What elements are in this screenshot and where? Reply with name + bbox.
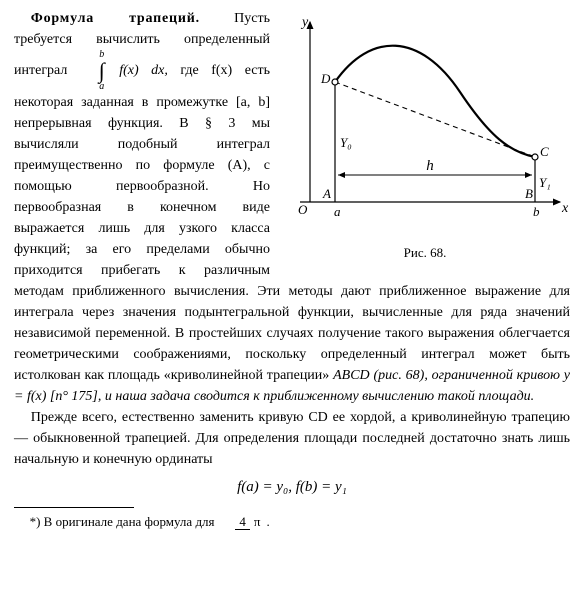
footnote: *) В оригинале дана формула для 4π. <box>14 512 570 532</box>
svg-text:D: D <box>320 71 331 86</box>
footnote-separator <box>14 507 134 508</box>
svg-text:O: O <box>298 202 308 217</box>
svg-text:b: b <box>533 204 540 219</box>
svg-text:y: y <box>300 15 309 30</box>
figure-caption: Рис. 68. <box>280 243 570 263</box>
integral-symbol: b∫a <box>82 50 105 92</box>
footnote-text: *) В оригинале дана формула для <box>30 514 218 529</box>
svg-text:Y₀: Y₀ <box>340 135 352 150</box>
svg-text:C: C <box>540 144 549 159</box>
fraction-4-pi: 4π <box>220 515 265 529</box>
svg-text:A: A <box>322 186 331 201</box>
figure-68: y x O A B D C a b Y₀ Y₁ h Рис. 68. <box>280 12 570 263</box>
svg-text:a: a <box>334 204 341 219</box>
section-title: Формула трапеций. <box>31 11 200 26</box>
trapezoid-diagram: y x O A B D C a b Y₀ Y₁ h <box>280 12 570 232</box>
svg-text:h: h <box>426 158 434 174</box>
footnote-tail: . <box>266 514 269 529</box>
p1b: f(x) dx, <box>107 63 168 78</box>
svg-text:x: x <box>561 201 569 216</box>
svg-text:B: B <box>525 186 533 201</box>
svg-text:Y₁: Y₁ <box>539 175 551 190</box>
paragraph-2: Прежде всего, естественно заменить криву… <box>14 407 570 470</box>
formula: f(a) = y₀, f(b) = y₁ <box>14 476 570 499</box>
